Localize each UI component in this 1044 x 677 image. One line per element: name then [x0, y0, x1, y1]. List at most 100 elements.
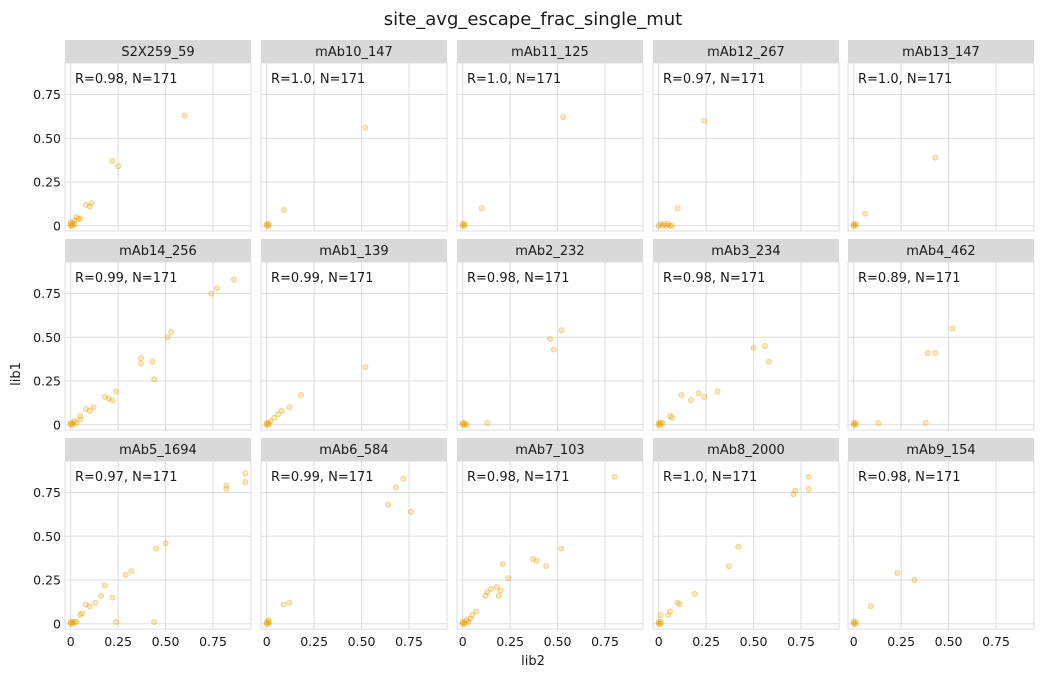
data-point — [924, 349, 931, 356]
data-point — [714, 388, 721, 395]
data-point — [674, 599, 681, 606]
data-point — [79, 610, 86, 617]
data-point — [105, 395, 112, 402]
data-point — [109, 594, 116, 601]
data-point — [695, 390, 702, 397]
data-point — [69, 220, 76, 227]
data-point — [550, 346, 557, 353]
data-point — [663, 222, 670, 229]
facet-panel: mAb14_256 R=0.99, N=171 0 0.25 0.50 0.75 — [33, 239, 252, 432]
facet-panel: mAb9_154 R=0.98, N=171 0 0.25 0.50 0.75 — [847, 438, 1035, 649]
data-point — [463, 617, 470, 624]
data-point — [71, 217, 78, 224]
data-point — [265, 619, 272, 626]
correlation-annotation: R=1.0, N=171 — [271, 72, 365, 87]
correlation-annotation: R=0.97, N=171 — [663, 72, 766, 87]
data-point — [459, 222, 466, 229]
data-point — [82, 201, 89, 208]
data-point — [701, 393, 708, 400]
data-point — [655, 620, 662, 627]
data-point — [529, 556, 536, 563]
x-tick-label: 0.25 — [692, 634, 720, 649]
chart-title: site_avg_escape_frac_single_mut — [384, 9, 682, 30]
data-point — [911, 577, 918, 584]
data-point — [265, 220, 272, 227]
data-point — [761, 342, 768, 349]
data-point — [850, 220, 857, 227]
data-point — [850, 620, 857, 627]
data-point — [400, 475, 407, 482]
data-point — [667, 412, 674, 419]
data-point — [461, 619, 468, 626]
y-tick-label: 0.50 — [33, 330, 61, 345]
correlation-annotation: R=0.98, N=171 — [467, 470, 570, 485]
facet-panel: mAb3_234 R=0.98, N=171 — [652, 239, 840, 431]
data-point — [922, 419, 929, 426]
data-point — [862, 210, 869, 217]
data-point — [75, 215, 82, 222]
facet-panel: mAb13_147 R=1.0, N=171 — [847, 40, 1035, 232]
facet-strip — [457, 438, 643, 461]
data-point — [265, 421, 272, 428]
data-point — [164, 334, 171, 341]
y-tick-label: 0 — [53, 417, 61, 432]
facet-strip-label: mAb7_103 — [515, 443, 584, 458]
facet-strip — [848, 438, 1034, 461]
correlation-annotation: R=0.89, N=171 — [858, 271, 961, 286]
panel-background — [456, 460, 644, 630]
data-point — [543, 563, 550, 570]
data-point — [674, 205, 681, 212]
data-point — [852, 419, 859, 426]
facet-strip-label: mAb1_139 — [319, 244, 388, 259]
y-tick-label: 0 — [53, 218, 61, 233]
data-point — [77, 215, 84, 222]
facet-strip — [65, 438, 251, 461]
data-point — [101, 582, 108, 589]
facet-strip-label: mAb6_584 — [319, 443, 388, 458]
data-point — [657, 220, 664, 227]
facet-panel: mAb6_584 R=0.99, N=171 0 0.25 0.50 0.75 — [260, 438, 448, 649]
correlation-annotation: R=1.0, N=171 — [467, 72, 561, 87]
data-point — [852, 222, 859, 229]
data-point — [657, 619, 664, 626]
data-point — [362, 363, 369, 370]
panel-background — [456, 62, 644, 232]
data-point — [278, 407, 285, 414]
data-point — [265, 620, 272, 627]
data-point — [735, 543, 742, 550]
data-point — [242, 470, 249, 477]
data-point — [67, 222, 74, 229]
data-point — [484, 589, 491, 596]
facet-strip — [653, 40, 839, 63]
panel-background — [64, 261, 252, 431]
data-point — [850, 619, 857, 626]
panel-background — [260, 460, 448, 630]
data-point — [701, 117, 708, 124]
data-point — [655, 619, 662, 626]
x-axis-label: lib2 — [521, 654, 545, 669]
correlation-annotation: R=0.97, N=171 — [75, 470, 178, 485]
facet-strip — [848, 40, 1034, 63]
y-tick-label: 0.75 — [33, 485, 61, 500]
data-point — [230, 276, 237, 283]
panel-background — [652, 62, 840, 232]
panel-background — [64, 460, 252, 630]
data-point — [263, 619, 270, 626]
facet-strip-label: mAb3_234 — [711, 244, 780, 259]
data-point — [678, 391, 685, 398]
y-tick-label: 0.50 — [33, 529, 61, 544]
data-point — [122, 571, 129, 578]
x-tick-label: 0 — [67, 634, 75, 649]
data-point — [69, 619, 76, 626]
facet-panel: mAb12_267 R=0.97, N=171 — [652, 40, 840, 232]
facet-panel: S2X259_59 R=0.98, N=171 0 0.25 0.50 0.75 — [33, 40, 252, 233]
data-point — [263, 220, 270, 227]
data-point — [286, 404, 293, 411]
data-point — [657, 620, 664, 627]
x-tick-label: 0.25 — [104, 634, 132, 649]
data-point — [275, 411, 282, 418]
data-point — [208, 290, 215, 297]
data-point — [213, 285, 220, 292]
facet-strip — [261, 438, 447, 461]
facet-strip-label: mAb10_147 — [315, 45, 393, 60]
